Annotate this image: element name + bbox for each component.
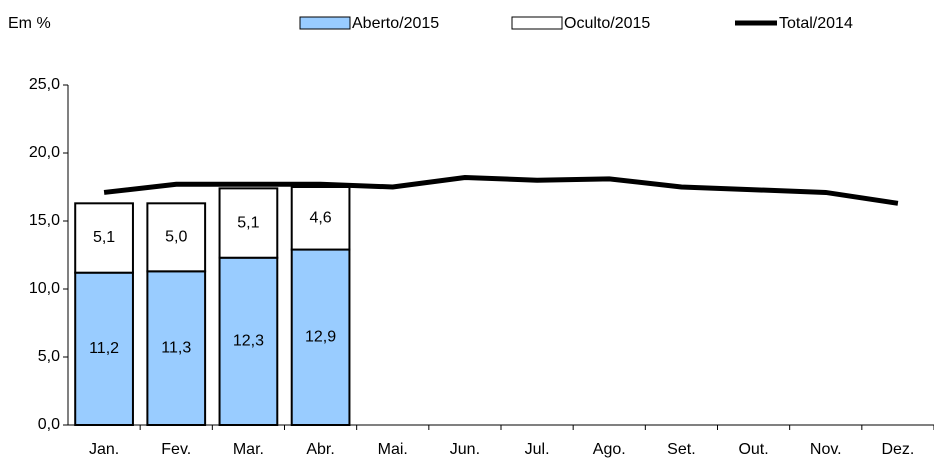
bar — [146, 202, 207, 273]
x-tick-label: Jun. — [450, 441, 480, 458]
legend-label: Oculto/2015 — [564, 15, 650, 32]
y-tick-label: 15,0 — [29, 212, 60, 229]
data-label: 11,3 — [161, 339, 191, 356]
x-tick-label: Ago. — [593, 441, 626, 458]
x-tick-label: Dez. — [881, 441, 914, 458]
bar — [218, 187, 279, 259]
x-tick-label: Fev. — [161, 441, 191, 458]
y-axis-label: Em % — [8, 15, 51, 32]
x-tick-label: Mai. — [378, 441, 408, 458]
x-tick-label: Nov. — [810, 441, 842, 458]
bar — [74, 202, 134, 274]
legend-swatch — [299, 16, 351, 30]
x-tick-label: Set. — [667, 441, 695, 458]
y-tick-label: 5,0 — [38, 348, 60, 365]
data-label: 12,9 — [305, 328, 336, 345]
bar — [290, 248, 351, 426]
x-tick-label: Abr. — [306, 441, 334, 458]
x-tick-label: Jan. — [89, 441, 119, 458]
y-tick-label: 10,0 — [29, 280, 60, 297]
data-label: 12,3 — [233, 333, 264, 350]
legend-swatch — [511, 16, 563, 30]
y-tick-label: 0,0 — [38, 416, 60, 433]
data-label: 5,0 — [165, 229, 187, 246]
bar — [290, 186, 351, 251]
x-tick-label: Mar. — [233, 441, 264, 458]
data-label: 4,6 — [309, 209, 331, 226]
line — [103, 174, 899, 206]
data-label: 5,1 — [237, 214, 259, 231]
x-tick-label: Jul. — [525, 441, 550, 458]
x-tick-label: Out. — [738, 441, 768, 458]
bar — [146, 270, 207, 426]
y-tick-label: 20,0 — [29, 144, 60, 161]
y-tick-label: 25,0 — [29, 76, 60, 93]
legend-label: Total/2014 — [779, 15, 853, 32]
data-label: 11,2 — [89, 340, 119, 357]
legend-label: Aberto/2015 — [352, 15, 439, 32]
bar — [218, 256, 279, 426]
data-label: 5,1 — [93, 229, 115, 246]
